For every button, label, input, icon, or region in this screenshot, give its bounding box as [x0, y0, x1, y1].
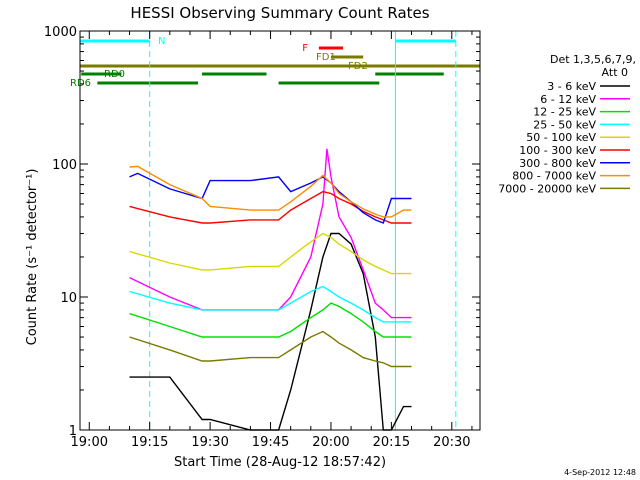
legend-header-line1: Det 1,3,5,6,7,9, — [550, 53, 636, 66]
series-lines — [129, 148, 412, 431]
x-tick-label: 19:15 — [131, 435, 168, 450]
series-line-6 — [129, 172, 412, 224]
timestamp: 4-Sep-2012 12:48 — [564, 468, 636, 477]
y-tick-label: 1000 — [44, 25, 77, 40]
interval-label-fd1: FD1 — [316, 52, 336, 63]
y-tick-label: 100 — [52, 158, 77, 173]
x-tick-label: 20:30 — [433, 435, 470, 450]
legend-label-5: 100 - 300 keV — [519, 144, 596, 157]
interval-label-f: F — [302, 43, 308, 54]
legend-label-2: 12 - 25 keV — [533, 106, 596, 119]
attenuator-lines — [149, 31, 457, 430]
legend-label-0: 3 - 6 keV — [547, 80, 596, 93]
series-line-4 — [129, 232, 412, 275]
interval-label-rd0: RD0 — [104, 69, 125, 80]
y-tick-label: 10 — [60, 291, 77, 306]
interval-label-n: N — [158, 36, 165, 47]
series-line-2 — [129, 302, 412, 338]
x-axis-label: Start Time (28-Aug-12 18:57:42) — [174, 455, 386, 470]
axis-ticks: 19:00 19:15 19:30 19:45 20:00 20:15 20:30 1 10 10… — [44, 25, 480, 450]
x-tick-label: 19:45 — [252, 435, 289, 450]
x-tick-label: 20:00 — [312, 435, 349, 450]
y-tick-label: 1 — [69, 424, 77, 439]
legend-label-6: 300 - 800 keV — [519, 157, 596, 170]
legend-label-7: 800 - 7000 keV — [512, 170, 596, 183]
legend-label-4: 50 - 100 keV — [526, 131, 596, 144]
series-line-5 — [129, 190, 412, 224]
legend-header-line2: Att 0 — [602, 66, 628, 79]
interval-label-fd2: FD2 — [348, 61, 368, 72]
x-tick-label: 19:30 — [191, 435, 228, 450]
x-tick-label: 19:00 — [71, 435, 108, 450]
series-line-3 — [129, 285, 412, 323]
series-line-8 — [129, 330, 412, 368]
y-axis-label: Count Rate (s⁻¹ detector⁻¹) — [25, 169, 40, 346]
plot-border — [79, 30, 481, 431]
legend-label-8: 7000 - 20000 keV — [498, 182, 596, 195]
x-tick-label: 20:15 — [373, 435, 410, 450]
legend-label-1: 6 - 12 keV — [540, 93, 596, 106]
series-line-1 — [129, 148, 412, 319]
series-line-7 — [129, 165, 412, 218]
plot-frame — [79, 30, 481, 431]
legend-label-3: 25 - 50 keV — [533, 118, 596, 131]
chart-title: HESSI Observing Summary Count Rates — [130, 4, 429, 22]
